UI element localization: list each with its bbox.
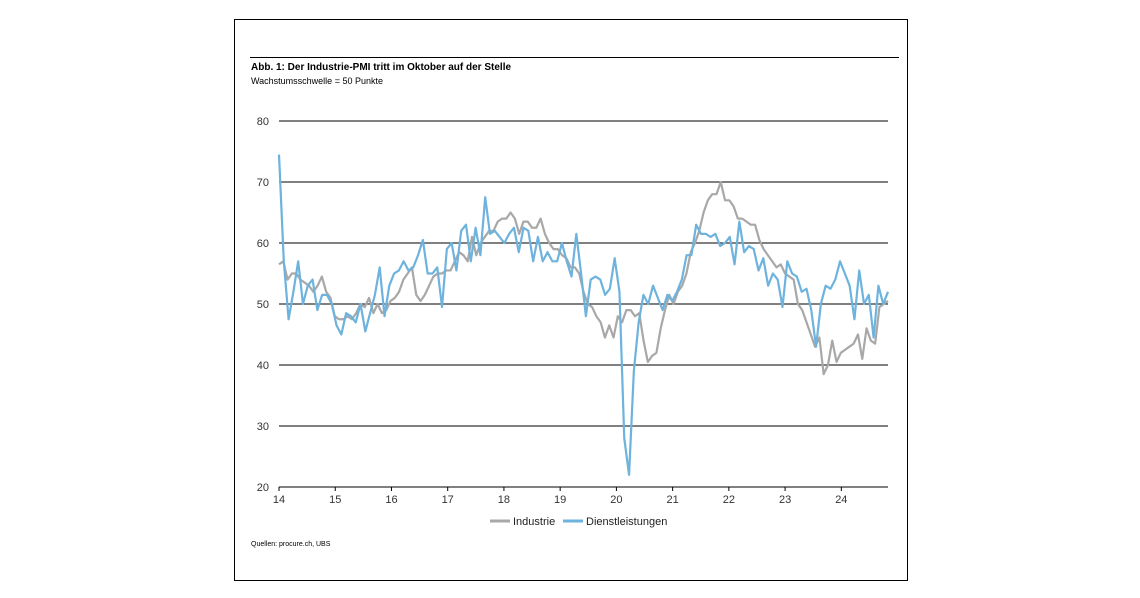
x-tick-label: 14 (273, 494, 285, 506)
x-tick-label: 15 (329, 494, 341, 506)
x-tick-label: 23 (779, 494, 791, 506)
x-tick-label: 18 (498, 494, 510, 506)
chart-subtitle: Wachstumsschwelle = 50 Punkte (251, 76, 383, 86)
x-tick-label: 22 (723, 494, 735, 506)
gridlines (279, 120, 888, 427)
title-rule (250, 57, 899, 58)
legend-label-dienstleistungen: Dienstleistungen (586, 516, 667, 528)
y-tick-label: 50 (257, 299, 269, 311)
chart-title: Abb. 1: Der Industrie-PMI tritt im Oktob… (251, 62, 512, 73)
source-note: Quellen: procure.ch, UBS (251, 541, 331, 548)
x-tick-label: 17 (442, 494, 454, 506)
x-axis-ticks: 14 15 16 17 18 19 20 21 22 23 24 (273, 487, 847, 506)
y-tick-label: 20 (257, 482, 269, 494)
x-tick-label: 19 (554, 494, 566, 506)
series-line-dienstleistungen (277, 154, 890, 476)
x-tick-label: 21 (667, 494, 679, 506)
y-tick-label: 80 (257, 116, 269, 128)
legend: Industrie Dienstleistungen (490, 516, 667, 528)
y-tick-label: 30 (257, 421, 269, 433)
legend-label-industrie: Industrie (513, 516, 555, 528)
x-tick-label: 24 (835, 494, 847, 506)
x-tick-label: 20 (610, 494, 622, 506)
y-tick-label: 60 (257, 238, 269, 250)
y-tick-label: 40 (257, 360, 269, 372)
y-tick-label: 70 (257, 177, 269, 189)
x-tick-label: 16 (385, 494, 397, 506)
series-lines (277, 154, 890, 476)
y-axis-ticks: 20 30 40 50 60 70 80 (257, 116, 269, 494)
